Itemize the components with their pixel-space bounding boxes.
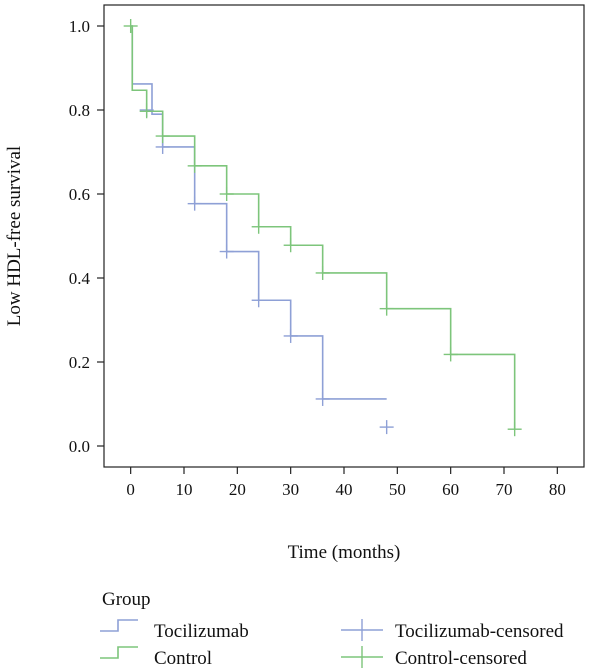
control-censor-mark	[123, 19, 138, 33]
axis-ticks: 0 10 20 30 40 50 60 70 80 0.0 0.2 0.4 0.6 0.8 1.0	[69, 17, 566, 499]
legend-label-control-censored: Control-censored	[395, 648, 527, 669]
control-censor-mark	[283, 238, 298, 253]
control-censor-mark	[507, 422, 522, 437]
control-censor-mark	[139, 104, 154, 119]
control-censor-mark	[379, 301, 394, 316]
control-censor-mark	[443, 347, 458, 362]
legend-title: Group	[102, 589, 151, 610]
legend: Group Tocilizumab Control Tocilizumab-ce…	[100, 589, 564, 669]
control-censor-mark	[187, 158, 202, 173]
legend-key-tocilizumab	[100, 619, 138, 632]
tocilizumab-censor-mark	[379, 420, 394, 435]
y-tick-label: 1.0	[69, 17, 90, 36]
x-tick-label: 60	[442, 480, 459, 499]
legend-key-control	[100, 646, 138, 659]
tocilizumab-censor-mark	[315, 391, 330, 406]
x-axis-title: Time (months)	[288, 542, 401, 563]
tocilizumab-censor-mark	[187, 196, 202, 211]
x-tick-label: 70	[496, 480, 513, 499]
x-tick-label: 20	[229, 480, 246, 499]
legend-keys	[100, 619, 383, 668]
x-tick-label: 30	[282, 480, 299, 499]
x-tick-label: 0	[126, 480, 135, 499]
legend-label-control: Control	[154, 648, 212, 669]
control-censor-mark	[315, 265, 330, 280]
legend-label-tocilizumab: Tocilizumab	[154, 621, 249, 642]
control-censor-mark	[219, 187, 234, 201]
tocilizumab-censor-mark	[283, 328, 298, 343]
y-tick-label: 0.6	[69, 185, 90, 204]
legend-key-tocilizumab-censored	[341, 619, 383, 641]
x-tick-label: 10	[176, 480, 193, 499]
plot-frame	[103, 4, 585, 468]
y-tick-label: 0.2	[69, 353, 90, 372]
series-layer	[123, 19, 522, 437]
y-tick-label: 0.4	[69, 269, 91, 288]
control-censor-mark	[251, 219, 266, 234]
x-tick-label: 40	[336, 480, 353, 499]
y-tick-label: 0.0	[69, 437, 90, 456]
x-tick-label: 80	[549, 480, 566, 499]
control-censor-mark	[155, 129, 170, 144]
legend-key-control-censored	[341, 646, 383, 668]
tocilizumab-censor-mark	[219, 244, 234, 259]
x-tick-label: 50	[389, 480, 406, 499]
legend-label-tocilizumab-censored: Tocilizumab-censored	[395, 621, 564, 642]
y-axis-title: Low HDL-free survival	[4, 146, 25, 326]
y-tick-label: 0.8	[69, 101, 90, 120]
tocilizumab-censor-mark	[251, 293, 266, 308]
